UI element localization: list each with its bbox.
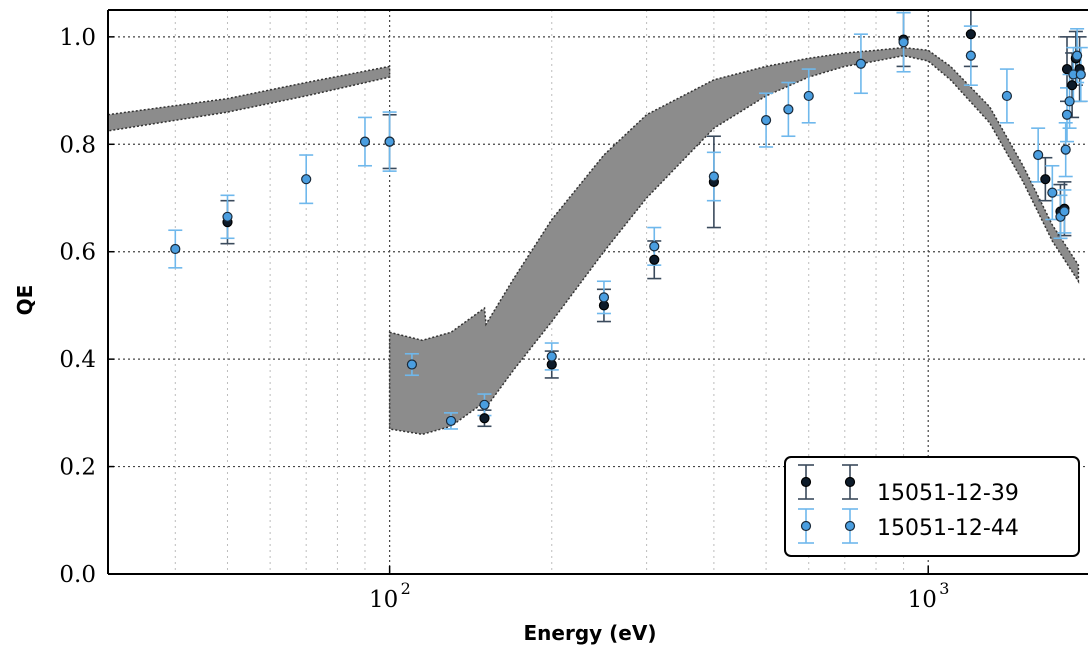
point-15051-12-44 bbox=[760, 115, 772, 126]
point-15051-12-39 bbox=[1067, 80, 1078, 91]
point-15051-12-39 bbox=[479, 413, 490, 424]
legend-label-15051-12-39: 15051-12-39 bbox=[877, 481, 1019, 506]
axes-frame bbox=[107, 9, 1088, 575]
point-15051-12-44 bbox=[222, 211, 233, 222]
point-15051-12-44 bbox=[1047, 187, 1058, 198]
legend-label-15051-12-44: 15051-12-44 bbox=[877, 516, 1019, 541]
y-tick-label: 0.0 bbox=[59, 562, 96, 588]
point-15051-12-39 bbox=[965, 29, 976, 40]
y-tick-label: 0.6 bbox=[59, 240, 96, 266]
point-15051-12-44 bbox=[598, 292, 610, 303]
x-tick-label-exponent: 2 bbox=[401, 579, 411, 598]
y-tick-label: 0.4 bbox=[59, 347, 96, 373]
y-axis-label: QE bbox=[13, 285, 37, 316]
legend-marker-15051-12-44 bbox=[798, 508, 858, 544]
point-15051-12-44 bbox=[1001, 90, 1013, 102]
point-15051-12-44 bbox=[445, 415, 457, 427]
model-band-segment-1 bbox=[388, 46, 1080, 436]
point-15051-12-44 bbox=[965, 50, 976, 61]
point-15051-12-44 bbox=[1059, 206, 1070, 217]
data-points bbox=[170, 29, 1086, 427]
point-15051-12-44 bbox=[1061, 109, 1073, 120]
y-tick-labels: 0.0 0.2 0.4 0.6 0.8 1.0 bbox=[59, 25, 114, 588]
y-tick-label: 0.8 bbox=[59, 132, 96, 158]
point-15051-12-44 bbox=[783, 104, 794, 115]
y-tick-label: 0.2 bbox=[59, 455, 96, 481]
point-15051-12-44 bbox=[359, 136, 371, 147]
y-tick-label: 1.0 bbox=[59, 25, 96, 51]
point-15051-12-44 bbox=[406, 359, 418, 370]
point-15051-12-44 bbox=[1033, 149, 1044, 161]
point-15051-12-39 bbox=[1040, 174, 1051, 185]
point-15051-12-44 bbox=[384, 136, 395, 147]
point-15051-12-44 bbox=[1072, 50, 1083, 61]
x-axis-label: Energy (eV) bbox=[524, 621, 657, 645]
legend: 15051-12-39 15051-12-44 bbox=[784, 456, 1080, 557]
point-15051-12-44 bbox=[1064, 96, 1075, 107]
x-tick-labels: 10 2 10 3 bbox=[369, 566, 949, 613]
legend-box bbox=[784, 456, 1080, 557]
point-15051-12-44 bbox=[170, 243, 181, 255]
model-band bbox=[108, 46, 1080, 436]
point-15051-12-44 bbox=[649, 241, 660, 252]
model-band-segment-0 bbox=[108, 65, 391, 132]
point-15051-12-44 bbox=[546, 351, 557, 362]
legend-marker-15051-12-39 bbox=[798, 464, 858, 500]
point-15051-12-44 bbox=[803, 90, 814, 102]
point-15051-12-44 bbox=[301, 174, 312, 185]
x-tick-label: 10 bbox=[369, 587, 398, 613]
point-15051-12-44 bbox=[898, 37, 909, 48]
point-15051-12-44 bbox=[479, 399, 490, 410]
point-15051-12-44 bbox=[1075, 69, 1086, 80]
point-15051-12-44 bbox=[1060, 144, 1071, 155]
point-15051-12-39 bbox=[649, 254, 660, 265]
point-15051-12-39 bbox=[1061, 63, 1073, 75]
x-tick-label: 10 bbox=[908, 587, 937, 613]
x-tick-label-exponent: 3 bbox=[939, 579, 949, 598]
point-15051-12-44 bbox=[855, 58, 867, 69]
point-15051-12-44 bbox=[708, 171, 719, 182]
